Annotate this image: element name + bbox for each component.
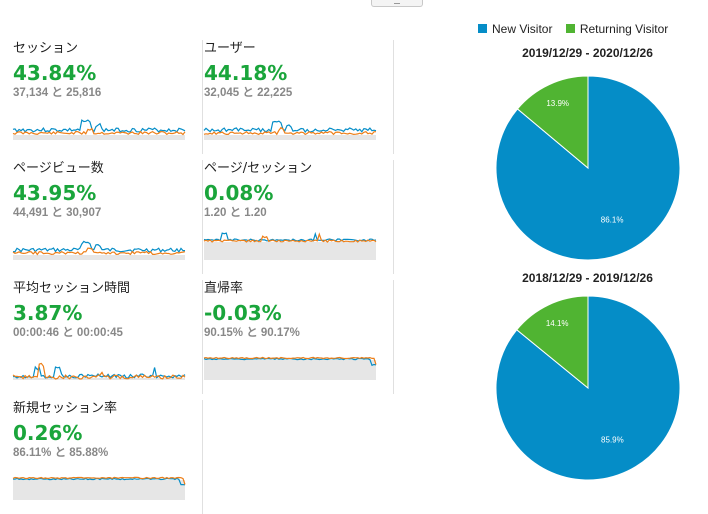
toolbar-button[interactable] — [371, 0, 423, 7]
metric-value: 43.95% — [13, 181, 97, 205]
metric-compare: 1.20 と 1.20 — [204, 207, 267, 219]
sparkline-previous — [203, 126, 377, 136]
pie-title-previous: 2018/12/29 - 2019/12/26 — [522, 271, 653, 285]
sparkline-previous — [12, 362, 186, 380]
sparkline-fill — [13, 255, 185, 260]
pie-data-label: 85.9% — [601, 436, 624, 445]
legend-swatch — [478, 24, 487, 33]
pie-data-label: 13.9% — [546, 99, 569, 108]
sparkline — [12, 362, 186, 380]
sparkline — [12, 240, 186, 260]
legend-label: New Visitor — [492, 22, 553, 36]
metric-compare: 44,491 と 30,907 — [13, 207, 102, 219]
metric-title: ページビュー数 — [13, 161, 104, 176]
metric-compare: 90.15% と 90.17% — [204, 327, 300, 339]
metric-title: セッション — [13, 41, 79, 56]
sparkline-previous — [12, 247, 186, 256]
pie-slice-new-visitor[interactable] — [495, 295, 681, 481]
metric-value: 3.87% — [13, 301, 83, 325]
chevron-icon — [394, 0, 400, 4]
pie-chart-previous: 85.9% 14.1% — [495, 295, 681, 481]
pie-data-label: 14.1% — [546, 319, 569, 328]
sparkline-previous — [203, 232, 377, 243]
metric-title: 平均セッション時間 — [13, 281, 131, 296]
metric-compare: 86.11% と 85.88% — [13, 447, 109, 459]
metric-value: -0.03% — [204, 301, 282, 325]
metric-title: 直帰率 — [204, 281, 244, 296]
metric-title: ユーザー — [204, 41, 256, 56]
pie-title-current: 2019/12/29 - 2020/12/26 — [522, 46, 653, 60]
metric-title: 新規セッション率 — [13, 401, 118, 416]
metric-pages-per-session[interactable]: ページ/セッション 0.08% 1.20 と 1.20 — [203, 160, 394, 274]
metric-pageviews[interactable]: ページビュー数 43.95% 44,491 と 30,907 — [12, 160, 203, 274]
metric-avg-session-duration[interactable]: 平均セッション時間 3.87% 00:00:46 と 00:00:45 — [12, 280, 203, 394]
sparkline — [12, 476, 186, 500]
sparkline — [203, 120, 377, 140]
legend-label: Returning Visitor — [579, 22, 669, 36]
sparkline-current — [203, 120, 377, 134]
sparkline-current — [12, 119, 186, 133]
metric-value: 43.84% — [13, 61, 97, 85]
pie-data-label: 86.1% — [601, 216, 624, 225]
sparkline-fill — [204, 360, 376, 380]
pie-slice-returning-visitor[interactable] — [516, 295, 589, 390]
metric-title: ページ/セッション — [204, 161, 313, 176]
metric-compare: 32,045 と 22,225 — [204, 87, 293, 99]
legend-item-new-visitor[interactable]: New Visitor — [478, 22, 552, 36]
metric-new-session-rate[interactable]: 新規セッション率 0.26% 86.11% と 85.88% — [12, 400, 203, 514]
sparkline-fill — [204, 135, 376, 140]
pie-slice-new-visitor[interactable] — [495, 75, 681, 261]
metric-bounce-rate[interactable]: 直帰率 -0.03% 90.15% と 90.17% — [203, 280, 394, 394]
sparkline-previous — [203, 356, 377, 365]
sparkline — [203, 231, 377, 260]
metric-compare: 00:00:46 と 00:00:45 — [13, 327, 123, 339]
legend-item-returning-visitor[interactable]: Returning Visitor — [565, 22, 669, 36]
metric-sessions[interactable]: セッション 43.84% 37,134 と 25,816 — [12, 40, 203, 154]
sparkline-current — [12, 240, 185, 254]
metric-compare: 37,134 と 25,816 — [13, 87, 102, 99]
metric-value: 0.26% — [13, 421, 83, 445]
sparkline — [12, 119, 186, 140]
legend-swatch — [565, 24, 575, 33]
pie-slice-returning-visitor[interactable] — [516, 75, 589, 170]
sparkline-previous — [12, 127, 186, 136]
metric-value: 0.08% — [204, 181, 274, 205]
metric-value: 44.18% — [204, 61, 288, 85]
sparkline-fill — [13, 378, 185, 380]
pie-chart-current: 86.1% 13.9% — [495, 75, 681, 261]
metric-users[interactable]: ユーザー 44.18% 32,045 と 22,225 — [203, 40, 394, 154]
sparkline-fill — [13, 480, 185, 500]
sparkline-fill — [204, 242, 376, 260]
sparkline-fill — [13, 135, 185, 140]
sparkline-previous — [12, 476, 186, 485]
pie-legend: New Visitor Returning Visitor — [478, 22, 678, 36]
sparkline — [203, 356, 377, 380]
